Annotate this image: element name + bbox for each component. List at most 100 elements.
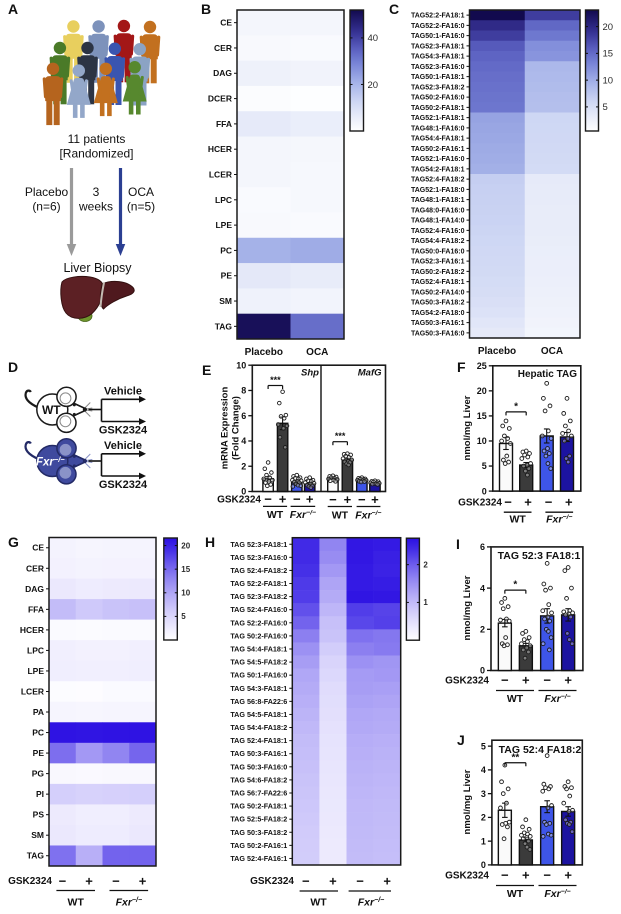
svg-text:TAG 52:3-FA16:0: TAG 52:3-FA16:0 xyxy=(230,553,287,562)
svg-text:PI: PI xyxy=(36,789,44,799)
svg-text:TAG52:1-FA18:1: TAG52:1-FA18:1 xyxy=(411,115,465,122)
svg-text:I: I xyxy=(456,536,460,552)
svg-text:10: 10 xyxy=(477,436,487,446)
svg-text:FFA: FFA xyxy=(28,604,44,614)
svg-text:TAG 50:1-FA16:0: TAG 50:1-FA16:0 xyxy=(230,671,287,680)
svg-text:TAG 50:3-FA16:1: TAG 50:3-FA16:1 xyxy=(230,749,287,758)
svg-text:20: 20 xyxy=(477,386,487,396)
svg-text:6: 6 xyxy=(480,542,485,552)
svg-text:***: *** xyxy=(335,431,346,441)
svg-text:Vehicle: Vehicle xyxy=(104,386,142,398)
svg-text:Fxr−/−: Fxr−/− xyxy=(544,693,570,705)
svg-text:OCA: OCA xyxy=(306,347,328,358)
svg-text:−: − xyxy=(112,874,120,889)
svg-text:GSK2324: GSK2324 xyxy=(445,676,489,687)
svg-text:TAG 50:3-FA18:2: TAG 50:3-FA18:2 xyxy=(230,828,287,837)
svg-text:TAG52:4-FA16:0: TAG52:4-FA16:0 xyxy=(411,228,465,235)
svg-text:TAG 56:7-FA22:6: TAG 56:7-FA22:6 xyxy=(230,789,287,798)
svg-text:DAG: DAG xyxy=(213,68,232,78)
svg-text:MafG: MafG xyxy=(358,368,382,379)
svg-text:TAG50:3-FA16:0: TAG50:3-FA16:0 xyxy=(411,330,465,337)
svg-text:1: 1 xyxy=(481,836,486,846)
svg-text:*: * xyxy=(513,580,517,591)
svg-text:TAG 52:3-FA18:2: TAG 52:3-FA18:2 xyxy=(230,592,287,601)
svg-text:Fxr−/−: Fxr−/− xyxy=(544,888,570,900)
svg-text:20: 20 xyxy=(603,22,614,33)
svg-text:LCER: LCER xyxy=(21,686,44,696)
svg-text:TAG52:3-FA16:1: TAG52:3-FA16:1 xyxy=(411,259,465,266)
svg-text:TAG 54:4-FA18:2: TAG 54:4-FA18:2 xyxy=(230,723,287,732)
svg-text:TAG 54:3-FA18:1: TAG 54:3-FA18:1 xyxy=(230,684,287,693)
svg-text:GSK2324: GSK2324 xyxy=(458,498,502,509)
svg-text:SM: SM xyxy=(219,296,232,306)
svg-text:+: + xyxy=(522,673,530,688)
svg-text:TAG50:2-FA18:1: TAG50:2-FA18:1 xyxy=(411,105,465,112)
svg-text:−: − xyxy=(545,495,553,510)
svg-text:TAG52:3-FA18:1: TAG52:3-FA18:1 xyxy=(411,43,465,50)
svg-text:TAG48:1-FA14:0: TAG48:1-FA14:0 xyxy=(411,218,465,225)
svg-text:5: 5 xyxy=(481,741,486,751)
svg-text:TAG54:2-FA18:1: TAG54:2-FA18:1 xyxy=(411,166,465,173)
svg-text:TAG: TAG xyxy=(215,321,233,331)
svg-text:5: 5 xyxy=(181,612,186,621)
svg-text:−: − xyxy=(543,868,551,883)
svg-text:4: 4 xyxy=(480,583,485,593)
svg-text:TAG 52:2-FA16:0: TAG 52:2-FA16:0 xyxy=(230,618,287,627)
svg-text:Placebo: Placebo xyxy=(245,347,283,358)
svg-text:TAG 52:4-FA16:0: TAG 52:4-FA16:0 xyxy=(230,605,287,614)
svg-text:A: A xyxy=(8,1,18,17)
svg-text:WT: WT xyxy=(507,693,524,705)
svg-text:15: 15 xyxy=(477,411,487,421)
svg-text:LCER: LCER xyxy=(209,169,232,179)
svg-text:40: 40 xyxy=(368,33,379,44)
svg-text:WT: WT xyxy=(68,897,85,909)
svg-text:TAG 52:4-FA18:1: TAG 52:4-FA18:1 xyxy=(230,736,287,745)
svg-text:Fxr−/−: Fxr−/− xyxy=(355,510,381,522)
svg-text:Fxr−/−: Fxr−/− xyxy=(546,514,572,526)
svg-text:25: 25 xyxy=(477,361,487,371)
svg-text:PE: PE xyxy=(33,748,45,758)
svg-text:TAG 50:3-FA16:0: TAG 50:3-FA16:0 xyxy=(230,762,287,771)
svg-text:TAG 52:4 FA18:2: TAG 52:4 FA18:2 xyxy=(499,744,582,756)
svg-text:OCA: OCA xyxy=(541,346,563,357)
svg-text:CER: CER xyxy=(214,43,232,53)
svg-text:TAG 54:5-FA18:1: TAG 54:5-FA18:1 xyxy=(230,710,287,719)
svg-text:mRNA Expression: mRNA Expression xyxy=(220,387,231,470)
svg-text:15: 15 xyxy=(603,49,614,60)
svg-text:WT: WT xyxy=(509,514,526,526)
svg-text:−: − xyxy=(293,492,301,507)
svg-text:PC: PC xyxy=(32,728,44,738)
svg-text:−: − xyxy=(59,874,67,889)
svg-text:Placebo: Placebo xyxy=(25,185,69,199)
svg-text:TAG52:3-FA18:2: TAG52:3-FA18:2 xyxy=(411,84,465,91)
svg-text:TAG 52:4-FA16:1: TAG 52:4-FA16:1 xyxy=(230,854,287,863)
svg-text:+: + xyxy=(279,492,287,507)
svg-text:GSK2324: GSK2324 xyxy=(445,871,489,882)
svg-text:10: 10 xyxy=(236,360,246,370)
svg-text:DAG: DAG xyxy=(25,584,44,594)
svg-text:HCER: HCER xyxy=(20,625,44,635)
svg-text:CE: CE xyxy=(32,543,44,553)
svg-text:TAG 52:4-FA18:2: TAG 52:4-FA18:2 xyxy=(230,566,287,575)
svg-text:C: C xyxy=(389,1,399,17)
svg-text:+: + xyxy=(306,492,314,507)
svg-text:5: 5 xyxy=(482,461,487,471)
svg-text:2: 2 xyxy=(423,560,428,569)
svg-text:Vehicle: Vehicle xyxy=(104,440,142,452)
svg-text:6: 6 xyxy=(241,411,246,421)
svg-text:(Fold Change): (Fold Change) xyxy=(231,396,242,460)
svg-text:TAG 56:8-FA22:6: TAG 56:8-FA22:6 xyxy=(230,697,287,706)
svg-text:TAG: TAG xyxy=(27,851,45,861)
svg-text:TAG 52:3 FA18:1: TAG 52:3 FA18:1 xyxy=(498,550,581,562)
svg-text:SM: SM xyxy=(31,830,44,840)
svg-text:(n=6): (n=6) xyxy=(32,200,60,214)
svg-text:G: G xyxy=(8,534,19,550)
svg-text:TAG52:1-FA16:0: TAG52:1-FA16:0 xyxy=(411,156,465,163)
svg-text:+: + xyxy=(85,874,93,889)
svg-text:−: − xyxy=(501,868,509,883)
svg-text:−: − xyxy=(302,874,310,889)
svg-text:TAG50:0-FA16:0: TAG50:0-FA16:0 xyxy=(411,248,465,255)
svg-text:Shp: Shp xyxy=(301,368,319,379)
svg-text:+: + xyxy=(524,495,532,510)
svg-text:TAG52:2-FA18:1: TAG52:2-FA18:1 xyxy=(411,13,465,20)
